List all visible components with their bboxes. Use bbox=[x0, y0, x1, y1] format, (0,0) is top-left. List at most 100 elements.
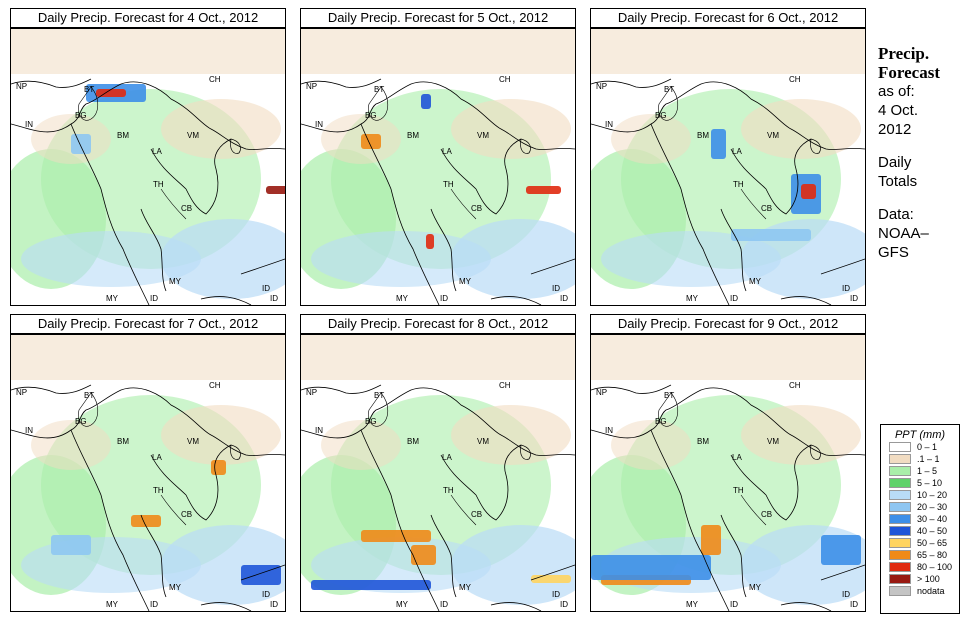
legend-item: .1 – 1 bbox=[881, 453, 959, 465]
forecast-panel: Daily Precip. Forecast for 9 Oct., 2012 N… bbox=[580, 306, 866, 612]
legend-label: 0 – 1 bbox=[917, 442, 938, 452]
country-label: MY bbox=[169, 583, 182, 592]
country-label: ID bbox=[262, 284, 270, 293]
forecast-panel: Daily Precip. Forecast for 6 Oct., 2012 N… bbox=[580, 0, 866, 306]
country-label: ID bbox=[552, 284, 560, 293]
legend-label: 65 – 80 bbox=[917, 550, 948, 560]
country-label: NP bbox=[16, 388, 27, 397]
precip-map: NP BT BG IN BM CH VM LA TH CB MY MY ID ID ID bbox=[590, 28, 866, 306]
legend-label: 50 – 65 bbox=[917, 538, 948, 548]
country-label: CH bbox=[209, 75, 221, 84]
country-label: MY bbox=[169, 277, 182, 286]
country-label: CB bbox=[471, 204, 482, 213]
country-label: BG bbox=[365, 417, 377, 426]
legend-swatch bbox=[889, 454, 911, 464]
country-label: BG bbox=[75, 111, 87, 120]
legend-label: 5 – 10 bbox=[917, 478, 943, 488]
sidebar-daily-line-1: Daily bbox=[878, 154, 912, 171]
country-label: ID bbox=[440, 294, 448, 303]
country-label: MY bbox=[749, 583, 762, 592]
country-label: CB bbox=[761, 204, 772, 213]
legend-item: > 100 bbox=[881, 573, 959, 585]
country-label: MY bbox=[106, 600, 119, 609]
legend-label: > 100 bbox=[917, 574, 940, 584]
legend-item: 0 – 1 bbox=[881, 441, 959, 453]
country-label: BT bbox=[84, 391, 94, 400]
forecast-panel: Daily Precip. Forecast for 5 Oct., 2012 N… bbox=[290, 0, 576, 306]
sidebar-date-line-1: 4 Oct. bbox=[878, 102, 919, 119]
sidebar-heading-line-2: Forecast bbox=[878, 63, 940, 82]
country-label: BM bbox=[697, 131, 709, 140]
country-label: VM bbox=[187, 437, 199, 446]
country-label: IN bbox=[605, 120, 613, 129]
country-label: LA bbox=[732, 453, 742, 462]
country-label: VM bbox=[187, 131, 199, 140]
legend-swatch bbox=[889, 574, 911, 584]
precip-map: NP BT BG IN BM CH VM LA TH CB MY MY ID ID ID bbox=[10, 334, 286, 612]
country-label: BT bbox=[374, 85, 384, 94]
sidebar-data-line-1: Data: bbox=[878, 206, 914, 223]
country-label: IN bbox=[605, 426, 613, 435]
legend-swatch bbox=[889, 514, 911, 524]
country-label: CH bbox=[499, 381, 511, 390]
legend-item: 30 – 40 bbox=[881, 513, 959, 525]
sidebar-daily-line-2: Totals bbox=[878, 173, 918, 190]
country-label: ID bbox=[850, 600, 858, 609]
country-label: TH bbox=[153, 486, 164, 495]
country-label: VM bbox=[477, 437, 489, 446]
country-label: ID bbox=[730, 294, 738, 303]
country-label: VM bbox=[477, 131, 489, 140]
country-label: CH bbox=[789, 381, 801, 390]
legend-swatch bbox=[889, 466, 911, 476]
legend-swatch bbox=[889, 490, 911, 500]
country-label: CB bbox=[471, 510, 482, 519]
forecast-panel: Daily Precip. Forecast for 8 Oct., 2012 N… bbox=[290, 306, 576, 612]
country-label: NP bbox=[596, 388, 607, 397]
legend-title: PPT (mm) bbox=[894, 429, 946, 441]
country-label: TH bbox=[443, 486, 454, 495]
country-label: TH bbox=[153, 180, 164, 189]
country-label: CB bbox=[181, 510, 192, 519]
country-label: BT bbox=[84, 85, 94, 94]
legend-swatch bbox=[889, 526, 911, 536]
legend-item: 65 – 80 bbox=[881, 549, 959, 561]
country-label: MY bbox=[459, 583, 472, 592]
forecast-panel: Daily Precip. Forecast for 4 Oct., 2012 N… bbox=[0, 0, 286, 306]
country-label: BG bbox=[365, 111, 377, 120]
legend-swatch bbox=[889, 478, 911, 488]
country-label: MY bbox=[396, 294, 409, 303]
country-label: ID bbox=[270, 600, 278, 609]
legend-label: .1 – 1 bbox=[917, 454, 940, 464]
panel-title: Daily Precip. Forecast for 5 Oct., 2012 bbox=[300, 8, 576, 28]
country-label: NP bbox=[306, 82, 317, 91]
country-label: BG bbox=[655, 111, 667, 120]
country-label: IN bbox=[315, 120, 323, 129]
panel-title: Daily Precip. Forecast for 4 Oct., 2012 bbox=[10, 8, 286, 28]
precip-map: NP BT BG IN BM CH VM LA TH CB MY MY ID ID ID bbox=[300, 334, 576, 612]
country-label: BM bbox=[407, 437, 419, 446]
legend-swatch bbox=[889, 502, 911, 512]
country-label: ID bbox=[560, 600, 568, 609]
country-label: ID bbox=[850, 294, 858, 303]
sidebar-as-of: as of: bbox=[878, 83, 915, 100]
country-label: ID bbox=[842, 284, 850, 293]
precip-map: NP BT BG IN BM CH VM LA TH CB MY MY ID ID ID bbox=[10, 28, 286, 306]
country-label: VM bbox=[767, 437, 779, 446]
country-label: ID bbox=[150, 294, 158, 303]
legend-item: 40 – 50 bbox=[881, 525, 959, 537]
country-label: ID bbox=[560, 294, 568, 303]
legend-label: 40 – 50 bbox=[917, 526, 948, 536]
forecast-panel: Daily Precip. Forecast for 7 Oct., 2012 N… bbox=[0, 306, 286, 612]
country-label: CB bbox=[761, 510, 772, 519]
country-label: IN bbox=[25, 120, 33, 129]
legend-swatch bbox=[889, 442, 911, 452]
country-label: MY bbox=[749, 277, 762, 286]
country-label: VM bbox=[767, 131, 779, 140]
legend-item: 5 – 10 bbox=[881, 477, 959, 489]
country-label: CB bbox=[181, 204, 192, 213]
legend-item: nodata bbox=[881, 585, 959, 597]
country-label: TH bbox=[443, 180, 454, 189]
sidebar-date-line-2: 2012 bbox=[878, 121, 912, 138]
panel-title: Daily Precip. Forecast for 6 Oct., 2012 bbox=[590, 8, 866, 28]
country-label: MY bbox=[106, 294, 119, 303]
